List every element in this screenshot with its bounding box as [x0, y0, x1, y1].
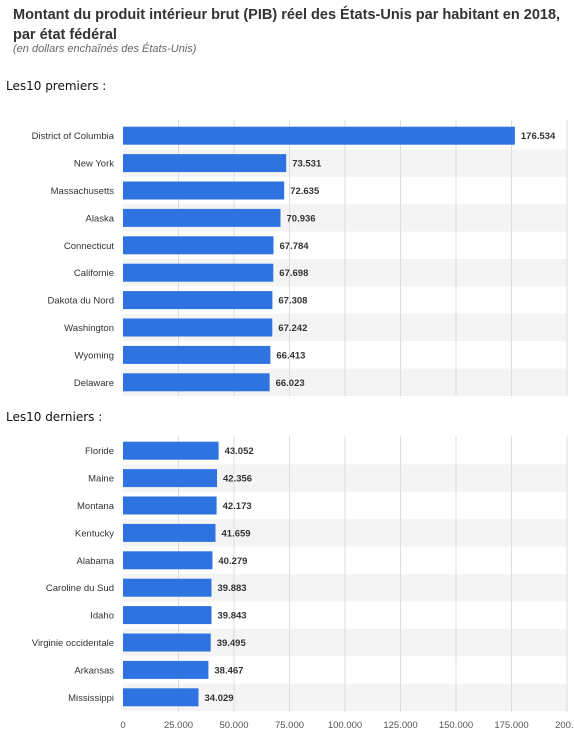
value-label: 42.173 [223, 501, 252, 512]
bar [123, 345, 271, 364]
x-tick-label: 100.000 [328, 720, 362, 731]
category-label: District of Columbia [32, 131, 115, 142]
value-label: 66.023 [276, 378, 305, 389]
value-label: 70.936 [287, 213, 316, 224]
x-tick-label: 200... [555, 720, 574, 731]
bar [123, 318, 273, 337]
x-tick-label: 150.000 [439, 720, 473, 731]
bar [123, 606, 212, 625]
category-label: Massachusetts [51, 186, 115, 197]
value-label: 42.356 [223, 474, 252, 485]
x-tick-label: 125.000 [383, 720, 417, 731]
bar [123, 126, 515, 145]
x-tick-label: 0 [120, 720, 125, 731]
value-label: 67.308 [278, 296, 307, 307]
category-label: Idaho [90, 611, 114, 622]
category-label: Montana [77, 501, 115, 512]
value-label: 73.531 [292, 159, 322, 170]
category-label: Caroline du Sud [46, 583, 114, 594]
category-label: Delaware [74, 378, 114, 389]
chart-subtitle: (en dollars enchaînés des États-Unis) [13, 43, 197, 55]
value-label: 41.659 [222, 528, 251, 539]
bar [123, 496, 217, 515]
value-label: 66.413 [276, 350, 305, 361]
category-label: Maine [88, 474, 114, 485]
bar [123, 523, 216, 542]
category-label: Connecticut [64, 241, 115, 252]
value-label: 39.843 [218, 611, 247, 622]
value-label: 43.052 [225, 446, 254, 457]
bar [123, 154, 287, 173]
value-label: 39.495 [217, 638, 247, 649]
value-label: 39.883 [218, 583, 247, 594]
category-label: Arkansas [74, 665, 114, 676]
value-label: 67.698 [279, 268, 308, 279]
x-tick-label: 75.000 [275, 720, 304, 731]
value-label: 72.635 [290, 186, 320, 197]
value-label: 38.467 [214, 665, 243, 676]
category-label: Virginie occidentale [32, 638, 114, 649]
value-label: 40.279 [218, 556, 247, 567]
bar [123, 660, 209, 679]
bar [123, 441, 219, 460]
category-label: Floride [85, 446, 114, 457]
top-10-section-label: Les10 premiers : [6, 79, 107, 93]
category-label: Wyoming [74, 350, 114, 361]
category-label: New York [74, 159, 114, 170]
bottom-10-section-label: Les10 derniers : [6, 410, 103, 424]
bar [123, 236, 274, 255]
category-label: Alabama [77, 556, 115, 567]
category-label: Alaska [85, 213, 114, 224]
x-tick-label: 175.000 [494, 720, 528, 731]
bar [123, 469, 217, 488]
bar [123, 291, 273, 310]
category-label: Dakota du Nord [47, 296, 114, 307]
bar [123, 633, 211, 652]
bar [123, 208, 281, 227]
x-tick-label: 25.000 [164, 720, 193, 731]
category-label: Mississippi [68, 693, 114, 704]
x-tick-label: 50.000 [219, 720, 248, 731]
bar [123, 263, 274, 282]
bar [123, 551, 213, 570]
category-label: Washington [64, 323, 114, 334]
bar [123, 578, 212, 597]
bar [123, 688, 199, 707]
value-label: 67.784 [280, 241, 310, 252]
bar [123, 373, 270, 392]
chart-title: Montant du produit intérieur brut (PIB) … [13, 7, 561, 43]
value-label: 176.534 [521, 131, 556, 142]
value-label: 34.029 [205, 693, 234, 704]
category-label: Kentucky [75, 528, 114, 539]
bar [123, 181, 285, 200]
category-label: Californie [74, 268, 114, 279]
value-label: 67.242 [278, 323, 307, 334]
